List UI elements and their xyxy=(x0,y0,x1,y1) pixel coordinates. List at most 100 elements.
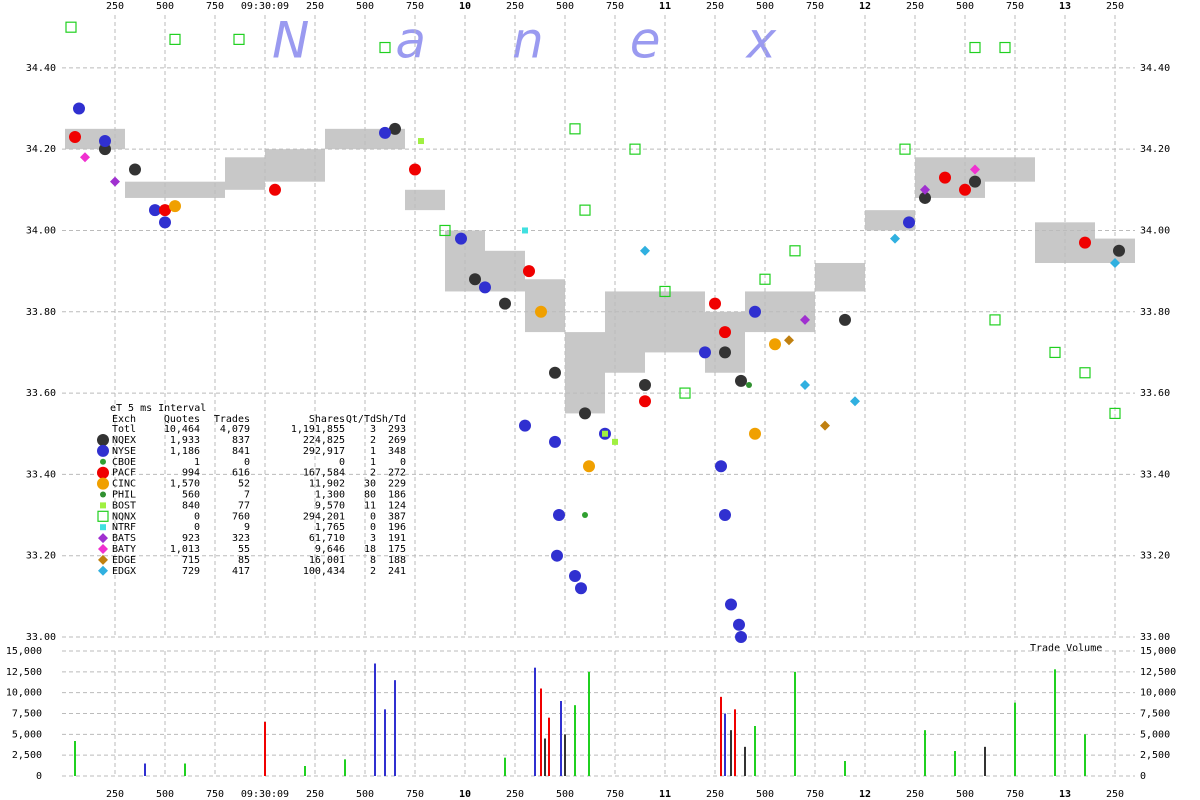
trade-point xyxy=(709,297,721,310)
nbbo-band xyxy=(705,311,745,373)
table-header: Shares xyxy=(309,414,345,425)
trade-point xyxy=(80,152,90,163)
y-tick-label: 34.40 xyxy=(26,63,56,74)
trade-point xyxy=(409,163,421,176)
table-cell: 1,186 xyxy=(170,446,200,457)
x-tick-label: 750 xyxy=(406,789,424,800)
volume-bar xyxy=(744,746,746,776)
legend-marker xyxy=(97,510,109,522)
volume-bar xyxy=(574,705,576,776)
trade-point xyxy=(553,509,565,522)
trade-point xyxy=(959,183,971,196)
x-tick-label: 250 xyxy=(506,1,524,12)
nbbo-band xyxy=(985,157,1035,182)
x-tick-label: 750 xyxy=(1006,1,1024,12)
y-tick-label: 7,500 xyxy=(1140,709,1170,720)
volume-bar xyxy=(1084,734,1086,776)
x-tick-label: 12 xyxy=(859,1,871,12)
trade-point xyxy=(499,297,511,310)
trade-point xyxy=(583,460,595,473)
table-cell: 77 xyxy=(238,500,250,511)
trade-point xyxy=(169,33,181,45)
y-tick-label: 33.00 xyxy=(1140,632,1170,643)
watermark: Nanex xyxy=(272,12,862,70)
legend-label: BATS xyxy=(112,533,136,544)
legend-marker xyxy=(100,491,106,498)
x-tick-label: 250 xyxy=(706,789,724,800)
legend-marker xyxy=(97,444,109,457)
trade-point xyxy=(389,122,401,135)
table-cell: 241 xyxy=(388,566,406,577)
trade-point xyxy=(1079,236,1091,249)
trade-point xyxy=(639,378,651,391)
table-cell: 348 xyxy=(388,446,406,457)
y-tick-label: 2,500 xyxy=(12,750,42,761)
volume-bar xyxy=(954,751,956,776)
table-cell: 224,825 xyxy=(303,435,345,446)
trade-point xyxy=(602,430,608,437)
volume-bar xyxy=(534,667,536,776)
x-tick-label: 750 xyxy=(806,1,824,12)
table-cell: 3 xyxy=(370,424,376,435)
x-tick-label: 500 xyxy=(556,1,574,12)
trade-point xyxy=(969,41,981,54)
y-tick-label: 33.40 xyxy=(1140,469,1170,480)
table-cell: 1,933 xyxy=(170,435,200,446)
table-cell: 30 xyxy=(364,479,376,490)
trade-point xyxy=(784,335,794,346)
volume-bar xyxy=(344,759,346,776)
table-cell: 167,584 xyxy=(303,468,345,479)
table-cell: 0 xyxy=(194,511,200,522)
legend-label: EDGE xyxy=(112,555,136,566)
legend-label: NTRF xyxy=(112,522,136,533)
x-tick-label: 750 xyxy=(806,789,824,800)
legend-marker xyxy=(98,544,108,554)
trade-point xyxy=(719,326,731,339)
volume-bar xyxy=(544,738,546,776)
y-tick-label: 34.20 xyxy=(26,144,56,155)
x-tick-label: 09:30:09 xyxy=(241,789,289,800)
table-cell: 269 xyxy=(388,435,406,446)
trade-point xyxy=(749,305,761,318)
legend-marker xyxy=(97,466,109,479)
volume-title: Trade Volume xyxy=(1030,643,1102,654)
trade-point xyxy=(519,419,531,432)
nbbo-band xyxy=(185,181,225,198)
table-cell: 18 xyxy=(364,544,376,555)
x-tick-label: 250 xyxy=(106,789,124,800)
x-tick-label: 13 xyxy=(1059,1,1071,12)
x-tick-label: 13 xyxy=(1059,789,1071,800)
volume-bar xyxy=(304,766,306,776)
trade-point xyxy=(159,216,171,229)
x-tick-label: 750 xyxy=(206,1,224,12)
legend-label: NQNX xyxy=(112,511,136,522)
y-tick-label: 33.00 xyxy=(26,632,56,643)
table-cell: 0 xyxy=(400,457,406,468)
table-cell: 61,710 xyxy=(309,533,345,544)
table-cell: 1 xyxy=(370,446,376,457)
x-tick-label: 250 xyxy=(706,1,724,12)
trade-point xyxy=(679,387,691,399)
table-cell: 729 xyxy=(182,566,200,577)
trade-point xyxy=(233,33,245,45)
trade-point xyxy=(535,305,547,318)
legend-marker xyxy=(100,524,106,531)
trade-point xyxy=(73,102,85,115)
table-cell: 52 xyxy=(238,479,250,490)
trade-point xyxy=(575,582,587,595)
volume-bar xyxy=(564,734,566,776)
table-cell: 1,300 xyxy=(315,490,345,501)
nbbo-band xyxy=(815,262,865,292)
y-tick-label: 33.20 xyxy=(1140,551,1170,562)
table-cell: 7 xyxy=(244,490,250,501)
legend-marker xyxy=(98,554,108,565)
trade-point xyxy=(715,460,727,473)
table-header: Sh/Td xyxy=(376,414,406,425)
trade-point xyxy=(629,143,641,155)
table-cell: 3 xyxy=(370,533,376,544)
legend-label: NYSE xyxy=(112,446,136,457)
legend-label: CINC xyxy=(112,479,136,490)
table-cell: 1 xyxy=(370,457,376,468)
y-tick-label: 34.00 xyxy=(26,225,56,236)
